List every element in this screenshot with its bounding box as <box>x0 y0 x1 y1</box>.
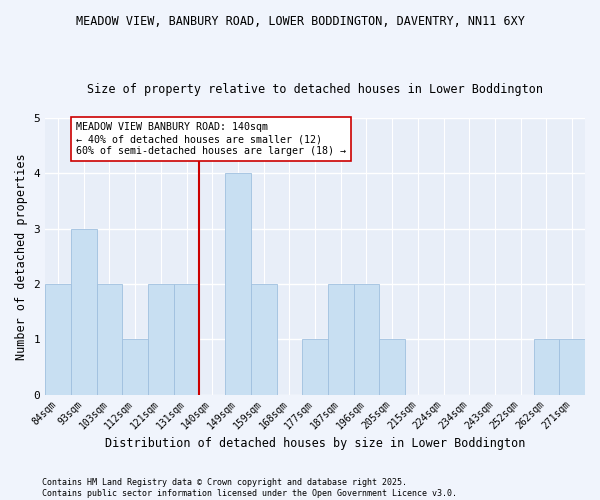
Bar <box>533 340 559 394</box>
Bar <box>122 340 148 394</box>
Bar <box>559 340 585 394</box>
Bar <box>45 284 71 395</box>
Bar <box>97 284 122 395</box>
X-axis label: Distribution of detached houses by size in Lower Boddington: Distribution of detached houses by size … <box>105 437 525 450</box>
Text: MEADOW VIEW BANBURY ROAD: 140sqm
← 40% of detached houses are smaller (12)
60% o: MEADOW VIEW BANBURY ROAD: 140sqm ← 40% o… <box>76 122 346 156</box>
Bar <box>328 284 353 395</box>
Bar <box>302 340 328 394</box>
Text: Contains HM Land Registry data © Crown copyright and database right 2025.
Contai: Contains HM Land Registry data © Crown c… <box>42 478 457 498</box>
Text: MEADOW VIEW, BANBURY ROAD, LOWER BODDINGTON, DAVENTRY, NN11 6XY: MEADOW VIEW, BANBURY ROAD, LOWER BODDING… <box>76 15 524 28</box>
Bar <box>353 284 379 395</box>
Bar <box>225 174 251 394</box>
Y-axis label: Number of detached properties: Number of detached properties <box>15 153 28 360</box>
Bar <box>379 340 405 394</box>
Bar <box>251 284 277 395</box>
Title: Size of property relative to detached houses in Lower Boddington: Size of property relative to detached ho… <box>87 83 543 96</box>
Bar <box>173 284 199 395</box>
Bar <box>148 284 173 395</box>
Bar <box>71 228 97 394</box>
